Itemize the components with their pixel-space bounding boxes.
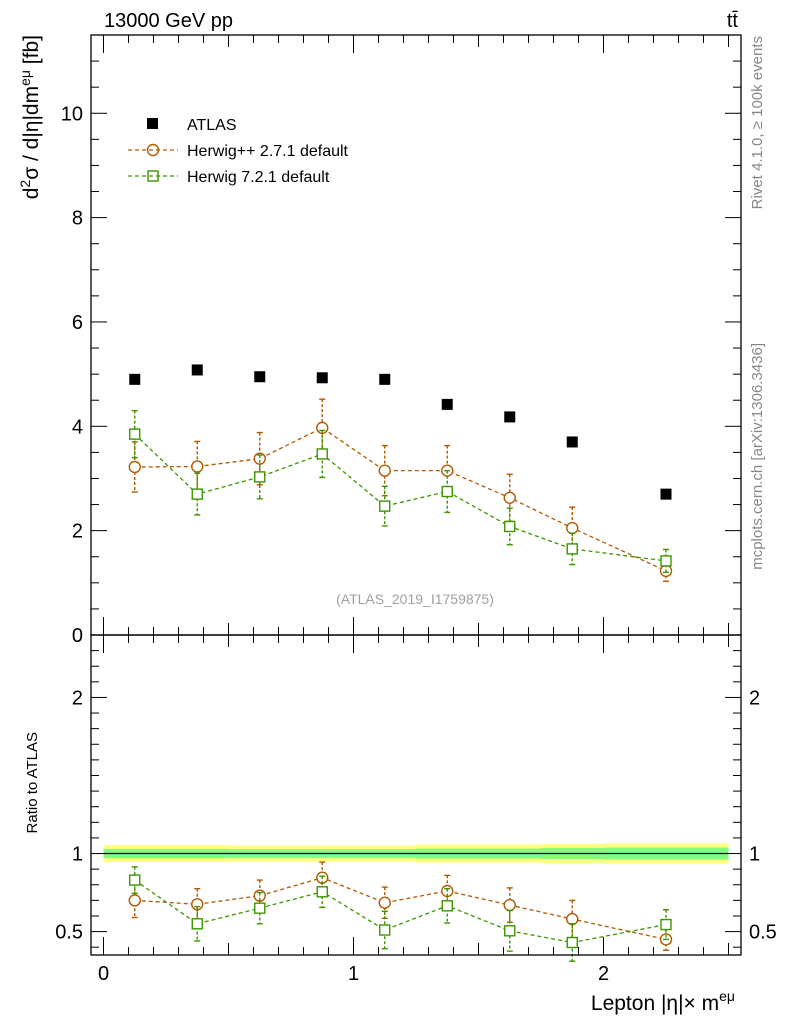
ratio-herwig7-point	[191, 918, 203, 930]
main-herwigpp-point	[128, 460, 141, 474]
legend-marker-atlas	[147, 118, 158, 129]
ratio-herwig7-point	[566, 936, 578, 949]
ratio-herwigpp-point	[503, 898, 516, 912]
ratio-herwig7-line	[134, 879, 667, 944]
main-herwig7-point	[316, 448, 328, 460]
main-atlas-point	[129, 373, 141, 385]
main-atlas-point	[379, 373, 391, 385]
x-axis-label: Lepton |η|× meμ	[591, 988, 735, 1015]
ratio-ytick-label-right: 1	[749, 844, 760, 866]
ratio-herwigpp-point	[128, 894, 141, 907]
ratio-ytick-label-right: 0.5	[749, 922, 777, 944]
main-herwig7-point	[441, 485, 453, 498]
ratio-herwig7-point	[129, 874, 141, 886]
main-ytick-label: 10	[61, 103, 83, 125]
legend-label-herwig7: Herwig 7.2.1 default	[187, 169, 330, 186]
ratio-herwig7-point	[441, 900, 453, 912]
ratio-herwig7-point	[504, 925, 516, 937]
x-tick-label: 1	[348, 963, 359, 985]
main-atlas-point	[441, 398, 453, 410]
mcplots-label: mcplots.cern.ch [arXiv:1306.3436]	[749, 343, 766, 570]
main-herwig7-point	[504, 520, 516, 533]
rivet-version-label: Rivet 4.1.0, ≥ 100k events	[749, 36, 766, 209]
analysis-tag: (ATLAS_2019_I1759875)	[336, 591, 494, 607]
ratio-herwig7-point	[254, 902, 266, 914]
ratio-ytick-label-left: 1	[72, 844, 83, 866]
main-herwigpp-point	[378, 464, 391, 477]
x-tick-label: 2	[598, 963, 609, 985]
main-ytick-label: 2	[72, 521, 83, 543]
main-herwig7-point	[660, 555, 672, 567]
main-herwigpp-point	[191, 460, 204, 473]
legend-marker-herwigpp	[146, 143, 160, 157]
main-herwig7-point	[379, 500, 391, 512]
main-atlas-point	[191, 364, 203, 376]
main-ytick-label: 6	[72, 312, 83, 334]
main-ytick-label: 0	[72, 625, 83, 647]
main-atlas-point	[504, 411, 516, 423]
main-herwig7-point	[566, 543, 578, 555]
main-ytick-label: 4	[72, 416, 83, 438]
legend-label-herwigpp: Herwig++ 2.7.1 default	[187, 143, 349, 160]
main-ytick-label: 8	[72, 208, 83, 230]
main-herwigpp-point	[503, 491, 516, 504]
main-herwig7-point	[129, 428, 141, 440]
legend-label-atlas: ATLAS	[187, 117, 237, 134]
main-atlas-point	[254, 371, 266, 383]
collision-energy-label: 13000 GeV pp	[104, 10, 233, 32]
ratio-ytick-label-left: 2	[72, 687, 83, 709]
legend-marker-herwig7	[147, 170, 159, 182]
ratio-ytick-label-left: 0.5	[55, 922, 83, 944]
ratio-panel: 0.5 0.5 1 1 2 2 0 1 2 Ratio to ATLAS Lepton |η|×…	[24, 634, 777, 1015]
ratio-y-axis-label: Ratio to ATLAS	[24, 732, 41, 833]
main-atlas-point	[316, 372, 328, 384]
ratio-herwig7-point	[379, 924, 391, 936]
main-herwig7-point	[254, 471, 266, 483]
main-herwigpp-point	[566, 521, 579, 535]
main-panel: 0 2 4 6 8 10 d2σ / d|η|dmeμ [fb] (ATLAS_2019_…	[17, 34, 742, 647]
main-herwigpp-point	[253, 452, 266, 465]
main-herwigpp-line	[134, 427, 667, 572]
main-y-axis-label: d2σ / d|η|dmeμ [fb]	[17, 35, 43, 199]
main-herwig7-point	[191, 488, 203, 500]
main-atlas-point	[566, 436, 578, 448]
process-label: tt̄	[727, 10, 739, 32]
ratio-plot-frame	[90, 634, 742, 956]
ratio-herwigpp-point	[378, 896, 391, 909]
ratio-herwigpp-point	[566, 912, 579, 926]
ratio-herwig7-point	[316, 886, 328, 898]
ratio-herwig7-point	[660, 918, 672, 931]
main-herwig7-line	[134, 433, 667, 562]
legend: ATLAS Herwig++ 2.7.1 default Herwig 7.2.…	[128, 117, 349, 186]
main-atlas-point	[660, 488, 672, 500]
x-tick-label: 0	[98, 963, 109, 985]
ratio-ytick-label-right: 2	[749, 687, 760, 709]
ratio-herwigpp-line	[134, 877, 667, 941]
